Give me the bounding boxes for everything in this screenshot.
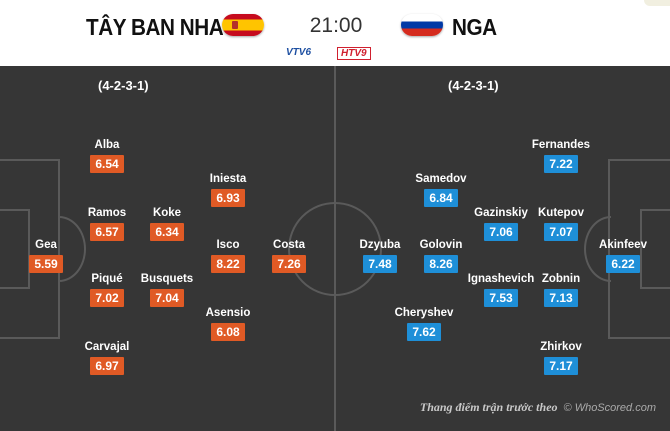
player-rating: 8.26: [424, 255, 458, 273]
away-player-dzyuba[interactable]: Dzyuba 7.48: [340, 238, 420, 273]
player-name: Isco: [216, 239, 240, 251]
russia-flag-icon: [401, 14, 443, 36]
home-player-iniesta[interactable]: Iniesta 6.93: [188, 172, 268, 207]
away-player-cheryshev[interactable]: Cheryshev 7.62: [384, 306, 464, 341]
home-player-costa[interactable]: Costa 7.26: [249, 238, 329, 273]
player-name: Ignashevich: [467, 273, 535, 285]
match-header: TÂY BAN NHA 21:00 NGA VTV6 HTV9: [0, 0, 670, 66]
player-rating: 6.08: [211, 323, 245, 341]
player-name: Busquets: [140, 273, 194, 285]
player-name: Asensio: [205, 307, 251, 319]
player-name: Carvajal: [84, 341, 130, 353]
home-team-name: TÂY BAN NHA: [86, 14, 224, 40]
pitch: (4-2-3-1) (4-2-3-1) Gea 5.59 Alba 6.54 R…: [0, 66, 670, 431]
home-player-isco[interactable]: Isco 8.22: [188, 238, 268, 273]
player-rating: 6.93: [211, 189, 245, 207]
player-rating: 5.59: [29, 255, 63, 273]
home-player-carvajal[interactable]: Carvajal 6.97: [67, 340, 147, 375]
ratings-source: Thang điểm trận trước theo © WhoScored.co…: [420, 400, 656, 415]
player-name: Alba: [94, 139, 120, 151]
player-name: Costa: [273, 239, 305, 251]
player-rating: 8.22: [211, 255, 245, 273]
player-rating: 7.02: [90, 289, 124, 307]
player-name: Samedov: [415, 173, 467, 185]
player-rating: 7.06: [484, 223, 518, 241]
player-rating: 7.26: [272, 255, 306, 273]
center-circle: [288, 202, 382, 296]
away-formation: (4-2-3-1): [448, 78, 499, 93]
player-name: Cheryshev: [394, 307, 454, 319]
player-rating: 7.62: [407, 323, 441, 341]
player-rating: 6.22: [606, 255, 640, 273]
away-player-golovin[interactable]: Golovin 8.26: [401, 238, 481, 273]
player-rating: 6.54: [90, 155, 124, 173]
player-name: Golovin: [419, 239, 463, 251]
away-player-akinfeev[interactable]: Akinfeev 6.22: [583, 238, 663, 273]
home-player-ramos[interactable]: Ramos 6.57: [67, 206, 147, 241]
player-rating: 6.97: [90, 357, 124, 375]
corner-decoration: [644, 0, 670, 6]
player-rating: 7.48: [363, 255, 397, 273]
player-name: Dzyuba: [359, 239, 401, 251]
ratings-note: Thang điểm trận trước theo: [419, 400, 558, 414]
player-rating: 7.22: [544, 155, 578, 173]
home-formation: (4-2-3-1): [98, 78, 149, 93]
home-goal-box: [0, 209, 30, 289]
player-name: Iniesta: [209, 173, 247, 185]
player-name: Piqué: [91, 273, 123, 285]
kickoff-time: 21:00: [309, 14, 363, 37]
away-player-ignashevich[interactable]: Ignashevich 7.53: [461, 272, 541, 307]
player-name: Ramos: [87, 207, 127, 219]
away-player-gazinskiy[interactable]: Gazinskiy 7.06: [461, 206, 541, 241]
spain-flag-icon: [222, 14, 264, 36]
player-rating: 7.07: [544, 223, 578, 241]
player-rating: 7.13: [544, 289, 578, 307]
vtv6-logo: VTV6: [286, 47, 312, 58]
player-rating: 7.53: [484, 289, 518, 307]
away-goal-box: [640, 209, 670, 289]
away-player-samedov[interactable]: Samedov 6.84: [401, 172, 481, 207]
away-player-zhirkov[interactable]: Zhirkov 7.17: [521, 340, 601, 375]
player-rating: 7.17: [544, 357, 578, 375]
home-player-gea[interactable]: Gea 5.59: [6, 238, 86, 273]
player-rating: 7.04: [150, 289, 184, 307]
player-rating: 6.57: [90, 223, 124, 241]
home-player-pique[interactable]: Piqué 7.02: [67, 272, 147, 307]
player-name: Zhirkov: [540, 341, 582, 353]
away-team-name: NGA: [452, 14, 497, 40]
home-player-asensio[interactable]: Asensio 6.08: [188, 306, 268, 341]
away-player-fernandes[interactable]: Fernandes 7.22: [521, 138, 601, 173]
whoscored-credit: © WhoScored.com: [563, 402, 656, 414]
home-player-koke[interactable]: Koke 6.34: [127, 206, 207, 241]
player-name: Gea: [35, 239, 57, 251]
home-player-alba[interactable]: Alba 6.54: [67, 138, 147, 173]
player-rating: 6.34: [150, 223, 184, 241]
home-player-busquets[interactable]: Busquets 7.04: [127, 272, 207, 307]
htv9-logo: HTV9: [337, 47, 371, 60]
player-name: Gazinskiy: [474, 207, 528, 219]
player-rating: 6.84: [424, 189, 458, 207]
player-name: Kutepov: [538, 207, 584, 219]
away-player-zobnin[interactable]: Zobnin 7.13: [521, 272, 601, 307]
away-player-kutepov[interactable]: Kutepov 7.07: [521, 206, 601, 241]
player-name: Akinfeev: [599, 239, 647, 251]
player-name: Fernandes: [531, 139, 591, 151]
player-name: Zobnin: [541, 273, 581, 285]
player-name: Koke: [152, 207, 182, 219]
